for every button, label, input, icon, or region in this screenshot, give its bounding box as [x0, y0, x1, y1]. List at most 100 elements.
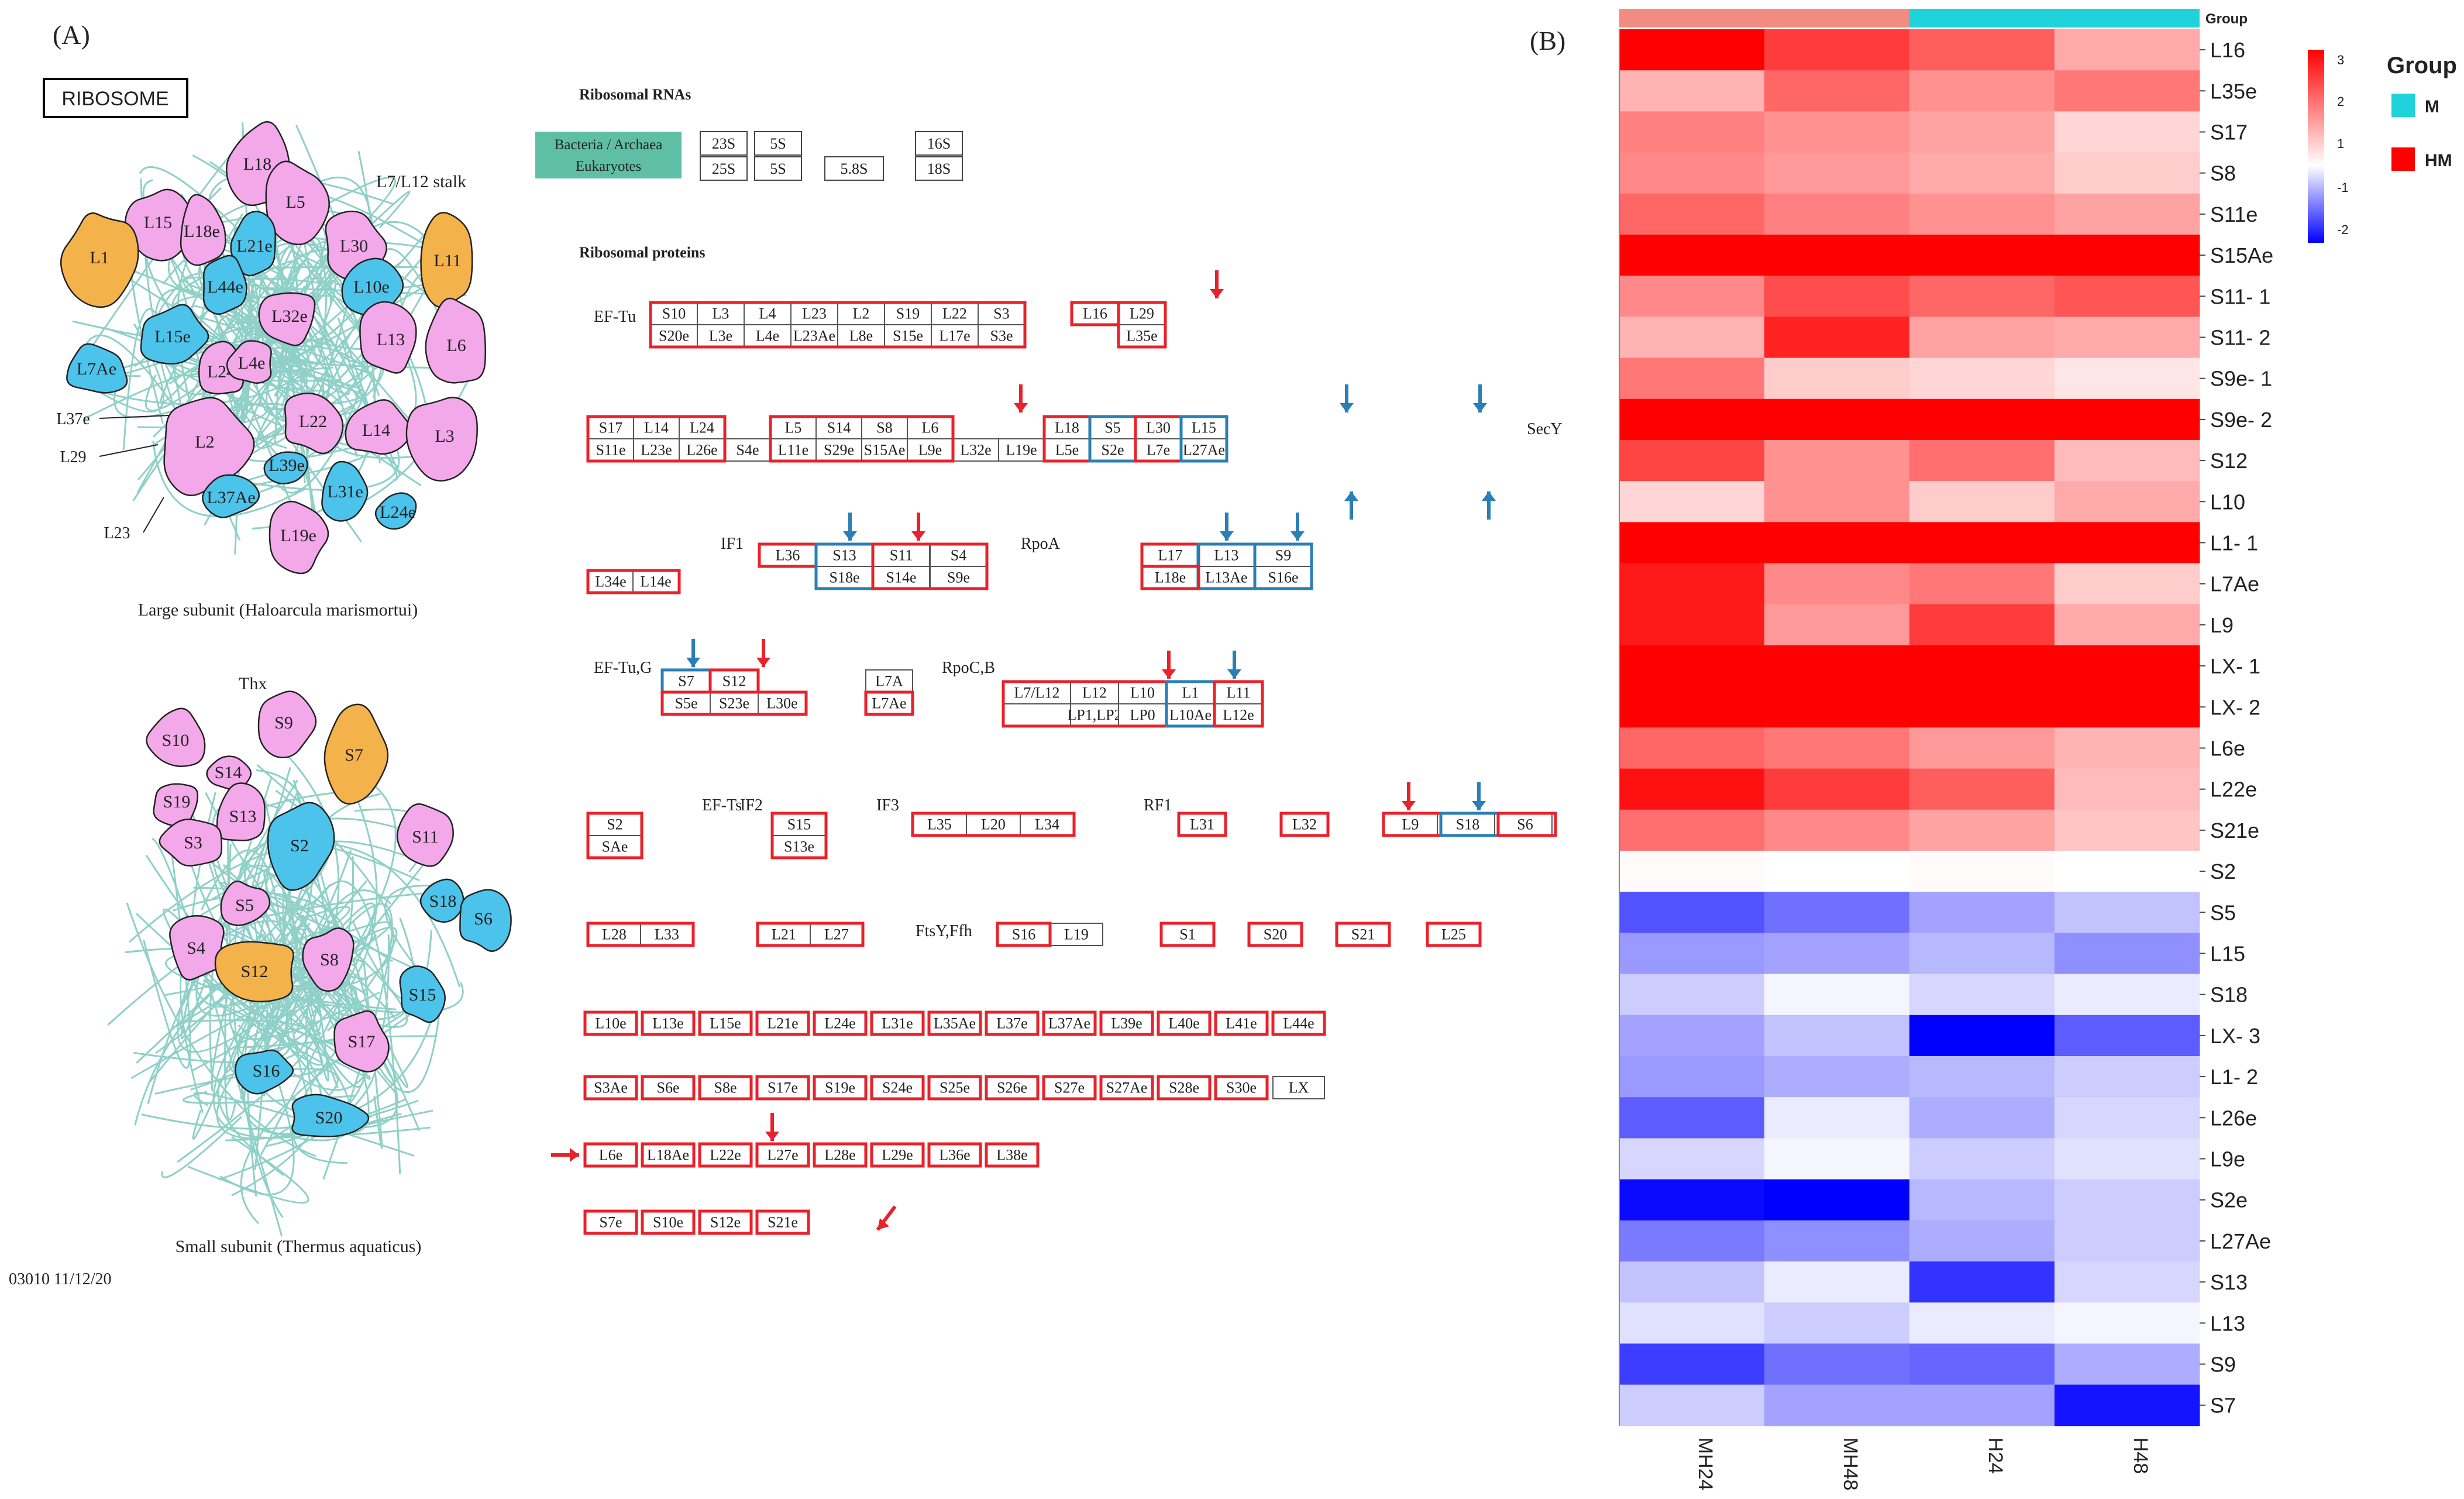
protein-l32e-label: L32e [271, 307, 308, 326]
protein-l7ae-shape [66, 343, 128, 394]
protein-l7ae-label: L7Ae [77, 359, 116, 379]
protein-cell-l40e: L40e [1168, 1015, 1199, 1032]
heat-cell-s17-mh48 [1764, 111, 1910, 153]
protein-cell-l12: L12 [1082, 684, 1107, 701]
heat-cell-s2-h24 [1909, 851, 2055, 892]
row-label-l9e: L9e [2210, 1147, 2245, 1171]
protein-group-outline [698, 1010, 753, 1036]
heat-cell-l9-mh48 [1764, 604, 1910, 646]
arrow-head [1162, 669, 1176, 679]
map-id: 03010 11/12/20 [9, 1270, 112, 1288]
protein-cell-s13e: S13e [784, 838, 814, 855]
panel-a-label: (A) [53, 20, 90, 50]
protein-cell-l8e-box [837, 324, 885, 348]
protein-cell-l14: L14 [644, 419, 669, 436]
row-label-l26e: L26e [2210, 1106, 2257, 1130]
protein-group-outline [1253, 542, 1313, 590]
protein-cell-l5: L5 [785, 419, 802, 436]
protein-cell-l15-box [1181, 416, 1227, 439]
side-label-if1: IF1 [721, 535, 744, 553]
protein-group-outline [1159, 922, 1216, 947]
protein-group-outline [641, 1010, 696, 1036]
rrna-cell-5s: 5S [770, 135, 786, 152]
rrna-strand [303, 810, 394, 993]
heat-cell-lx-3-mh24 [1619, 1015, 1765, 1057]
heat-cell-l9-mh24 [1619, 604, 1765, 646]
column-label-h48: H48 [2129, 1438, 2152, 1474]
protein-l5-shape [265, 160, 330, 246]
protein-s20-label: S20 [315, 1108, 343, 1127]
heat-cell-l9e-mh48 [1764, 1138, 1910, 1180]
protein-cell-s21: S21 [1351, 926, 1375, 943]
protein-cell-l23ae-box [790, 324, 838, 348]
protein-l3-label: L3 [435, 427, 454, 446]
protein-l19e-shape [269, 500, 329, 575]
protein-cell-l19: L19 [1064, 926, 1089, 943]
heat-cell-l13-mh24 [1619, 1302, 1765, 1344]
heat-cell-s18-mh48 [1764, 974, 1910, 1016]
protein-cell-l33-box [640, 923, 694, 946]
protein-s18-shape [419, 878, 464, 923]
heat-cell-s18-h48 [2055, 974, 2200, 1016]
row-label-s2e: S2e [2210, 1188, 2248, 1212]
heat-cell-s8-h24 [1909, 152, 2055, 194]
protein-l4e-shape [226, 340, 272, 384]
protein-cell-l7-l12: L7/L12 [1014, 684, 1060, 701]
protein-group-outline [698, 1209, 753, 1235]
group-bar-mh24 [1619, 9, 1764, 27]
protein-l1-label: L1 [90, 248, 109, 267]
protein-s14-label: S14 [215, 763, 242, 782]
protein-cell-lx: LX [1289, 1079, 1309, 1096]
rrna-cell-18s: 18S [927, 160, 951, 177]
heat-cell-s11-1-mh48 [1764, 276, 1910, 317]
rrna-strand [218, 954, 378, 1181]
row-label-lx-3: LX- 3 [2210, 1024, 2260, 1048]
row-label-l9: L9 [2210, 613, 2234, 637]
protein-cell-l10ae-box [1166, 703, 1215, 727]
heat-cell-s9e-1-mh48 [1764, 357, 1910, 400]
protein-cell-s14: S14 [827, 419, 851, 436]
heat-cell-l26e-h24 [1909, 1097, 2055, 1139]
colorbar: 3 2 1 -1 -2 [2308, 50, 2349, 243]
row-label-l1-2: L1- 2 [2210, 1065, 2258, 1089]
protein-cell-l28e: L28e [824, 1146, 855, 1163]
heat-cell-l9e-h24 [1909, 1138, 2055, 1180]
protein-group-outline [870, 1010, 925, 1036]
protein-s7-shape [324, 703, 389, 805]
heat-cell-l9-h48 [2055, 604, 2200, 646]
protein-group-outline [649, 301, 1027, 349]
heat-cell-lx-2-mh24 [1619, 686, 1765, 728]
protein-group-outline [756, 922, 865, 947]
protein-l31e-shape [321, 460, 369, 522]
heat-cell-l27ae-h48 [2055, 1220, 2200, 1262]
protein-s15-label: S15 [409, 985, 436, 1005]
side-label-rpoc-b: RpoC,B [942, 659, 995, 677]
rrna-strand [190, 305, 290, 366]
heat-cell-s8-mh48 [1764, 152, 1910, 194]
protein-group-outline [1214, 1010, 1269, 1036]
heat-cell-s11e-h48 [2055, 193, 2200, 235]
panel-b-label: (B) [1530, 26, 1565, 56]
protein-group-outline [1213, 680, 1264, 728]
rrna-cell-16s: 16S [927, 135, 951, 152]
heat-cell-s15ae-h48 [2055, 235, 2200, 276]
proteins-heading: Ribosomal proteins [579, 244, 706, 261]
protein-group-outline [1179, 415, 1228, 463]
protein-cell-l19-box [1049, 923, 1103, 946]
heat-cell-lx-3-h48 [2055, 1015, 2200, 1057]
heat-cell-s17-h48 [2055, 111, 2200, 153]
protein-cell-s19: S19 [896, 305, 920, 322]
protein-cell-s2: S2 [607, 816, 622, 833]
protein-l37ae-label: L37Ae [207, 488, 255, 507]
heat-cell-s12-h48 [2055, 440, 2200, 482]
row-label-s21e: S21e [2210, 819, 2259, 843]
protein-cell-s20: S20 [1264, 926, 1287, 943]
rrna-cell-5s-box [754, 131, 802, 156]
protein-cell-s11: S11 [890, 546, 913, 563]
protein-l21e-label: L21e [236, 236, 273, 256]
protein-cell-s4e-box [724, 438, 771, 462]
heat-cell-l16-h48 [2055, 29, 2200, 71]
heat-cell-s5-mh24 [1619, 892, 1765, 933]
protein-group-outline [583, 1010, 638, 1036]
